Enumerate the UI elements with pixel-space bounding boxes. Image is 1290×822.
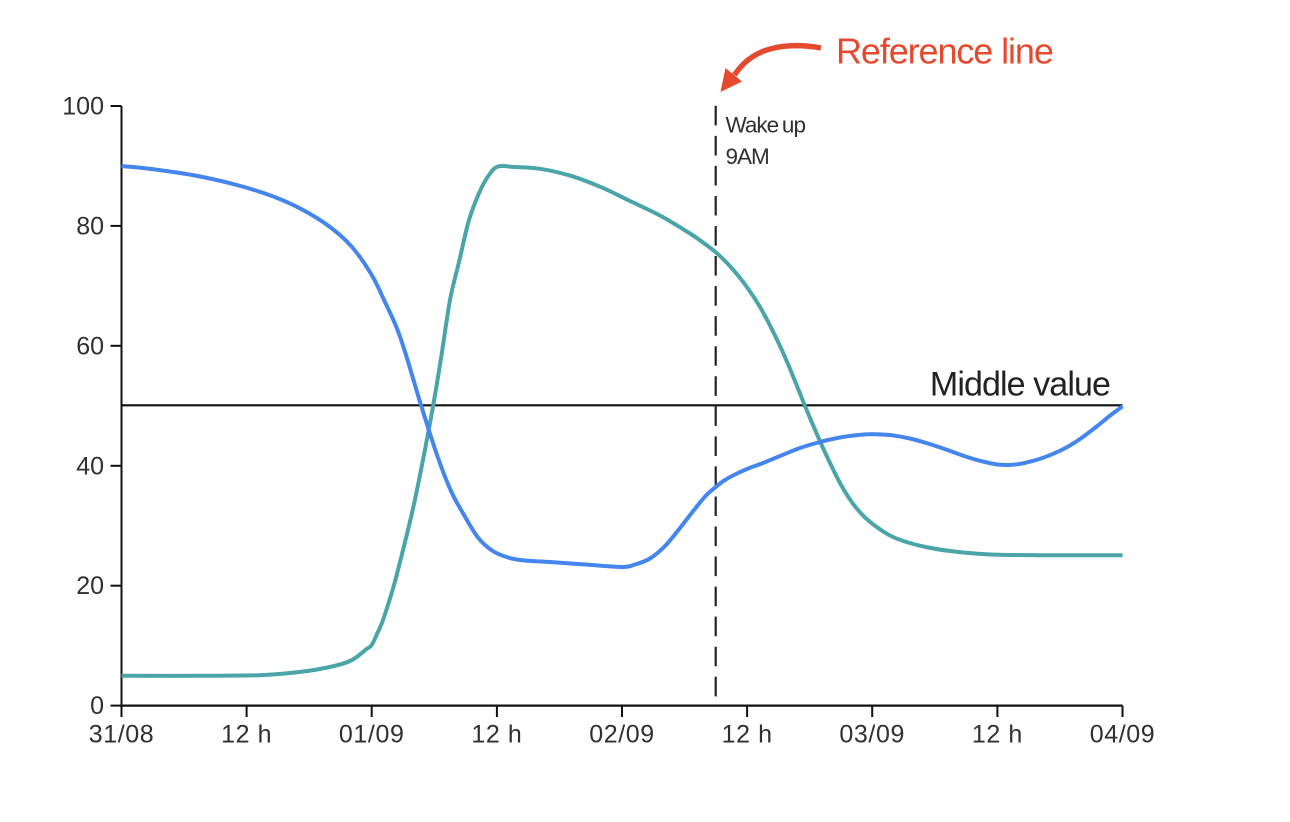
svg-text:01/09: 01/09 (339, 721, 405, 749)
svg-text:0: 0 (90, 692, 104, 720)
svg-text:80: 80 (76, 212, 104, 240)
svg-text:12 h: 12 h (221, 721, 272, 749)
svg-text:Reference line: Reference line (836, 30, 1053, 71)
svg-text:04/09: 04/09 (1090, 721, 1156, 749)
svg-text:12 h: 12 h (471, 721, 522, 749)
svg-text:60: 60 (76, 332, 104, 360)
svg-text:03/09: 03/09 (839, 721, 905, 749)
svg-text:12 h: 12 h (722, 721, 773, 749)
svg-text:31/08: 31/08 (89, 721, 155, 749)
svg-text:9AM: 9AM (726, 144, 769, 169)
svg-text:12 h: 12 h (972, 721, 1023, 749)
svg-text:02/09: 02/09 (589, 721, 655, 749)
svg-text:Middle value: Middle value (930, 365, 1110, 403)
svg-text:40: 40 (76, 452, 104, 480)
svg-text:20: 20 (76, 572, 104, 600)
svg-text:Wake up: Wake up (726, 112, 806, 137)
svg-text:100: 100 (62, 93, 104, 121)
